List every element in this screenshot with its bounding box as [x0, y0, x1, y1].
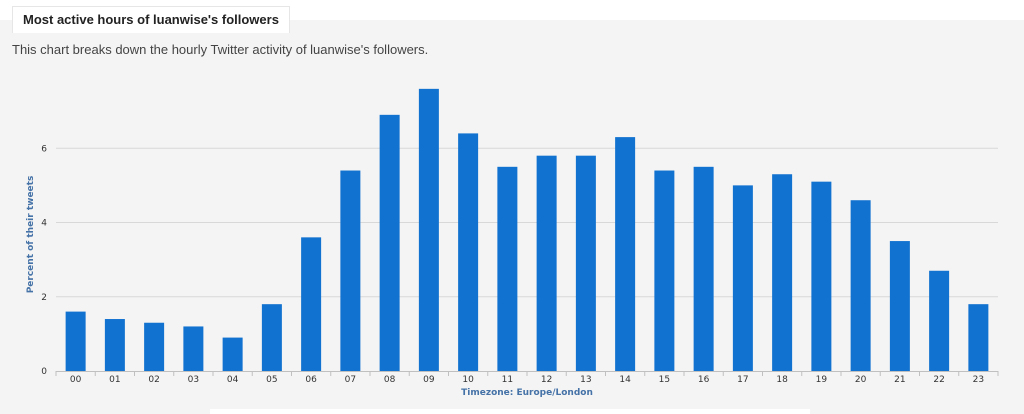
- y-tick-label: 2: [41, 293, 47, 303]
- x-tick-label: 17: [737, 375, 748, 385]
- x-tick-label: 10: [462, 375, 474, 385]
- bar-10[interactable]: [458, 133, 479, 371]
- chart-title: Most active hours of luanwise's follower…: [12, 6, 290, 33]
- gridlines: [56, 147, 998, 298]
- bar-02[interactable]: [144, 322, 165, 371]
- bar-04[interactable]: [222, 337, 243, 371]
- x-tick-label: 19: [816, 375, 828, 385]
- x-tick-label: 04: [227, 375, 239, 385]
- bar-11[interactable]: [497, 166, 518, 371]
- bar-23[interactable]: [968, 304, 989, 371]
- x-tick-label: 12: [541, 375, 552, 385]
- x-tick-label: 18: [776, 375, 788, 385]
- y-tick-label: 0: [41, 367, 47, 377]
- chart-subtitle: This chart breaks down the hourly Twitte…: [12, 42, 429, 57]
- x-tick-label: 01: [109, 375, 120, 385]
- x-tick-label: 15: [659, 375, 670, 385]
- x-tick-label: 03: [188, 375, 199, 385]
- y-tick-labels: 0 2 4 6: [41, 144, 47, 377]
- bar-01[interactable]: [104, 319, 125, 371]
- bar-15[interactable]: [654, 170, 675, 371]
- x-tick-label: 05: [266, 375, 277, 385]
- bottom-strip: [210, 409, 810, 414]
- bar-18[interactable]: [772, 174, 793, 371]
- x-tick-label: 06: [305, 375, 317, 385]
- bars: [65, 88, 989, 372]
- x-tick-label: 21: [894, 375, 905, 385]
- bar-09[interactable]: [418, 88, 439, 371]
- bar-03[interactable]: [183, 326, 204, 371]
- bar-06[interactable]: [301, 237, 322, 371]
- bar-21[interactable]: [889, 241, 910, 371]
- bar-08[interactable]: [379, 114, 400, 372]
- x-tick-label: 22: [933, 375, 944, 385]
- y-tick-label: 6: [41, 144, 47, 154]
- bar-07[interactable]: [340, 170, 361, 371]
- bar-22[interactable]: [929, 270, 950, 371]
- x-tick-label: 08: [384, 375, 396, 385]
- bar-05[interactable]: [261, 304, 282, 371]
- bar-20[interactable]: [850, 200, 871, 371]
- x-tick-labels: 00 01 02 03 04 05 06 07 08 09 10 11 12 13 14 15 16 17 18 19…: [55, 371, 999, 385]
- x-tick-label: 16: [698, 375, 710, 385]
- y-axis-title: Percent of their tweets: [26, 176, 36, 294]
- bar-00[interactable]: [65, 311, 86, 371]
- x-tick-label: 13: [580, 375, 591, 385]
- x-tick-label: 20: [855, 375, 867, 385]
- bar-14[interactable]: [615, 137, 636, 371]
- bar-19[interactable]: [811, 181, 832, 371]
- bar-13[interactable]: [575, 155, 596, 371]
- x-tick-label: 23: [973, 375, 984, 385]
- x-tick-label: 02: [148, 375, 159, 385]
- x-axis-title: Timezone: Europe/London: [461, 388, 593, 398]
- x-tick-label: 14: [619, 375, 631, 385]
- y-tick-label: 4: [41, 219, 47, 229]
- x-tick-label: 11: [502, 375, 513, 385]
- x-tick-label: 00: [70, 375, 82, 385]
- bar-12[interactable]: [536, 155, 557, 371]
- x-tick-label: 09: [423, 375, 435, 385]
- x-tick-label: 07: [345, 375, 356, 385]
- bar-17[interactable]: [732, 185, 753, 371]
- bar-16[interactable]: [693, 166, 714, 371]
